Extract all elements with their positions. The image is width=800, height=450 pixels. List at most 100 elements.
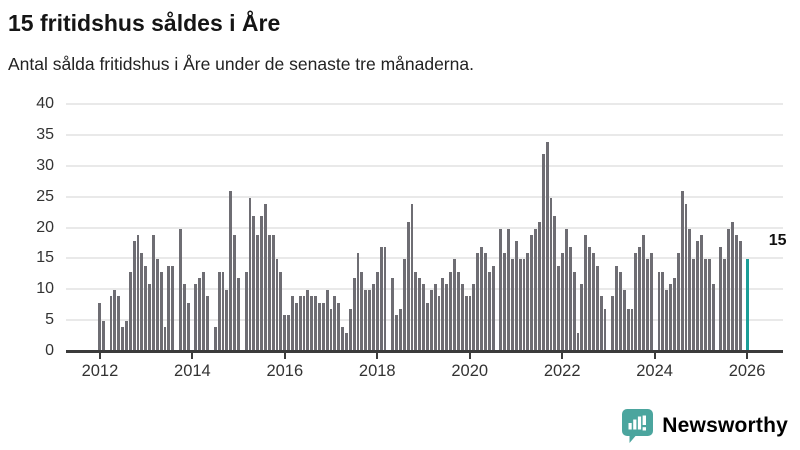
- bar: [449, 271, 453, 352]
- bar: [700, 234, 703, 352]
- bar: [399, 308, 402, 352]
- bar: [426, 302, 429, 352]
- bar: [356, 253, 360, 352]
- x-tick-label-2026: 2026: [728, 362, 766, 380]
- bar: [171, 265, 175, 352]
- page-title: 15 fritidshus såldes i Åre: [8, 10, 281, 36]
- bar: [117, 296, 121, 352]
- bar: [217, 271, 221, 352]
- bar: [468, 296, 472, 352]
- bar: [673, 277, 676, 352]
- bar: [298, 296, 302, 352]
- x-tick-2016: [283, 353, 286, 359]
- x-tick-2020: [468, 353, 471, 359]
- bar: [337, 302, 341, 352]
- bar: [603, 308, 607, 352]
- bar: [317, 302, 321, 352]
- bar: [472, 284, 476, 352]
- bar: [510, 259, 514, 352]
- newsworthy-bubble-chart-icon: [622, 409, 654, 443]
- y-tick-label: 10: [36, 280, 54, 298]
- x-axis-line: [66, 350, 783, 353]
- bar: [163, 327, 167, 352]
- y-tick-label: 15: [36, 249, 54, 267]
- bar: [626, 308, 630, 352]
- gridline-y-15: 15: [36, 249, 783, 266]
- bar: [418, 277, 422, 352]
- bar: [557, 265, 561, 352]
- bar: [723, 259, 727, 352]
- x-tick-label-2016: 2016: [266, 362, 304, 380]
- bar: [507, 228, 510, 352]
- bar: [638, 247, 642, 352]
- bar: [314, 296, 317, 352]
- gridline-y-0: 0: [45, 342, 783, 359]
- x-tick-label-2012: 2012: [81, 362, 119, 380]
- bar: [329, 308, 333, 352]
- bar: [460, 284, 464, 352]
- bar: [611, 296, 615, 352]
- bar: [198, 277, 202, 352]
- newsworthy-wordmark: Newsworthy: [662, 414, 788, 437]
- bar: [236, 277, 240, 352]
- bar: [225, 290, 229, 352]
- x-tick-2026: [746, 353, 749, 359]
- bar: [707, 259, 711, 352]
- bar: [476, 253, 480, 352]
- bar: [179, 228, 182, 352]
- bar-series: [98, 105, 750, 352]
- bar: [676, 253, 680, 352]
- y-tick-label: 0: [45, 342, 54, 359]
- bar: [352, 277, 356, 352]
- y-tick-label: 25: [36, 187, 54, 205]
- bar: [696, 240, 700, 352]
- gridline-y-20: 20: [36, 219, 783, 236]
- bar: [514, 240, 518, 352]
- bar: [202, 271, 206, 352]
- bar: [113, 290, 117, 352]
- bar: [121, 327, 125, 352]
- bar: [445, 284, 449, 352]
- bar: [491, 265, 495, 352]
- bar: [572, 271, 576, 352]
- y-tick-label: 30: [36, 156, 54, 174]
- bar: [233, 234, 236, 352]
- bar: [294, 302, 298, 352]
- bar: [480, 247, 483, 352]
- y-tick-label: 20: [36, 218, 54, 236]
- gridline-y-35: 35: [36, 126, 783, 143]
- bar: [456, 271, 460, 352]
- bar: [290, 296, 294, 352]
- gridline-y-40: 40: [36, 95, 783, 112]
- bar: [414, 271, 418, 352]
- bar: [599, 296, 603, 352]
- bar: [665, 290, 669, 352]
- bar: [310, 296, 314, 352]
- bar: [422, 284, 426, 352]
- bar: [661, 271, 665, 352]
- x-tick-2012: [98, 353, 101, 359]
- x-tick-2018: [376, 353, 379, 359]
- bar: [132, 240, 136, 352]
- x-tick-label-2018: 2018: [358, 362, 396, 380]
- bar: [155, 259, 159, 352]
- bar: [630, 308, 634, 352]
- bar: [595, 265, 599, 352]
- x-tick-2014: [191, 353, 194, 359]
- bar: [588, 247, 591, 352]
- bar: [287, 314, 290, 352]
- bar: [730, 222, 734, 352]
- gridline-y-25: 25: [36, 188, 783, 205]
- bar-chart: 0 5 10 15 20 25 30 35 40 15 2012 2014 2016 2018 2020…: [8, 95, 788, 388]
- bar: [669, 284, 673, 352]
- bar: [441, 277, 445, 352]
- bar: [592, 253, 595, 352]
- chart-subtitle: Antal sålda fritidshus i Åre under de se…: [8, 54, 474, 74]
- bar: [719, 247, 723, 352]
- bar: [159, 271, 163, 352]
- bar: [622, 290, 626, 352]
- bar: [368, 290, 372, 352]
- bar: [375, 271, 379, 352]
- bar: [345, 333, 348, 352]
- bar: [206, 296, 209, 352]
